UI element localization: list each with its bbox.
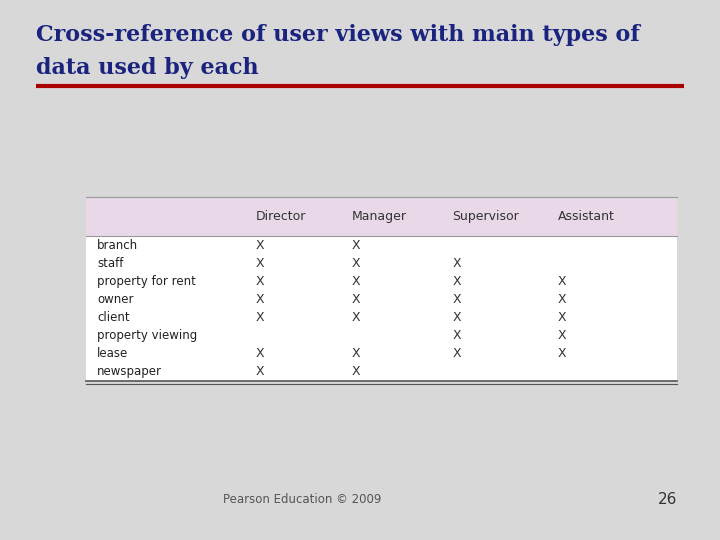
Text: Director: Director	[256, 210, 306, 223]
Text: staff: staff	[97, 256, 124, 269]
Text: client: client	[97, 311, 130, 324]
Text: X: X	[558, 347, 567, 360]
Text: X: X	[558, 293, 567, 306]
Text: X: X	[351, 365, 360, 378]
Text: X: X	[256, 311, 264, 324]
Text: X: X	[256, 275, 264, 288]
Text: X: X	[558, 275, 567, 288]
Text: Assistant: Assistant	[558, 210, 615, 223]
Text: Pearson Education © 2009: Pearson Education © 2009	[223, 493, 382, 506]
Text: X: X	[558, 329, 567, 342]
Text: X: X	[256, 365, 264, 378]
Text: property viewing: property viewing	[97, 329, 197, 342]
Text: property for rent: property for rent	[97, 275, 196, 288]
Text: X: X	[256, 239, 264, 252]
Text: 26: 26	[657, 492, 677, 507]
Text: X: X	[351, 256, 360, 269]
Text: X: X	[256, 293, 264, 306]
Text: Supervisor: Supervisor	[452, 210, 519, 223]
Text: X: X	[351, 311, 360, 324]
Text: lease: lease	[97, 347, 128, 360]
Text: Cross-reference of user views with main types of: Cross-reference of user views with main …	[36, 24, 640, 46]
Text: X: X	[452, 293, 461, 306]
Text: owner: owner	[97, 293, 134, 306]
Text: X: X	[351, 347, 360, 360]
Text: X: X	[452, 311, 461, 324]
Text: X: X	[351, 275, 360, 288]
Text: newspaper: newspaper	[97, 365, 162, 378]
Text: X: X	[452, 275, 461, 288]
Text: X: X	[452, 256, 461, 269]
Text: branch: branch	[97, 239, 138, 252]
Text: X: X	[452, 347, 461, 360]
Text: X: X	[558, 311, 567, 324]
Text: Manager: Manager	[351, 210, 406, 223]
Text: X: X	[351, 239, 360, 252]
Text: X: X	[256, 347, 264, 360]
Text: X: X	[351, 293, 360, 306]
Text: X: X	[256, 256, 264, 269]
Text: X: X	[452, 329, 461, 342]
Text: data used by each: data used by each	[36, 57, 258, 79]
